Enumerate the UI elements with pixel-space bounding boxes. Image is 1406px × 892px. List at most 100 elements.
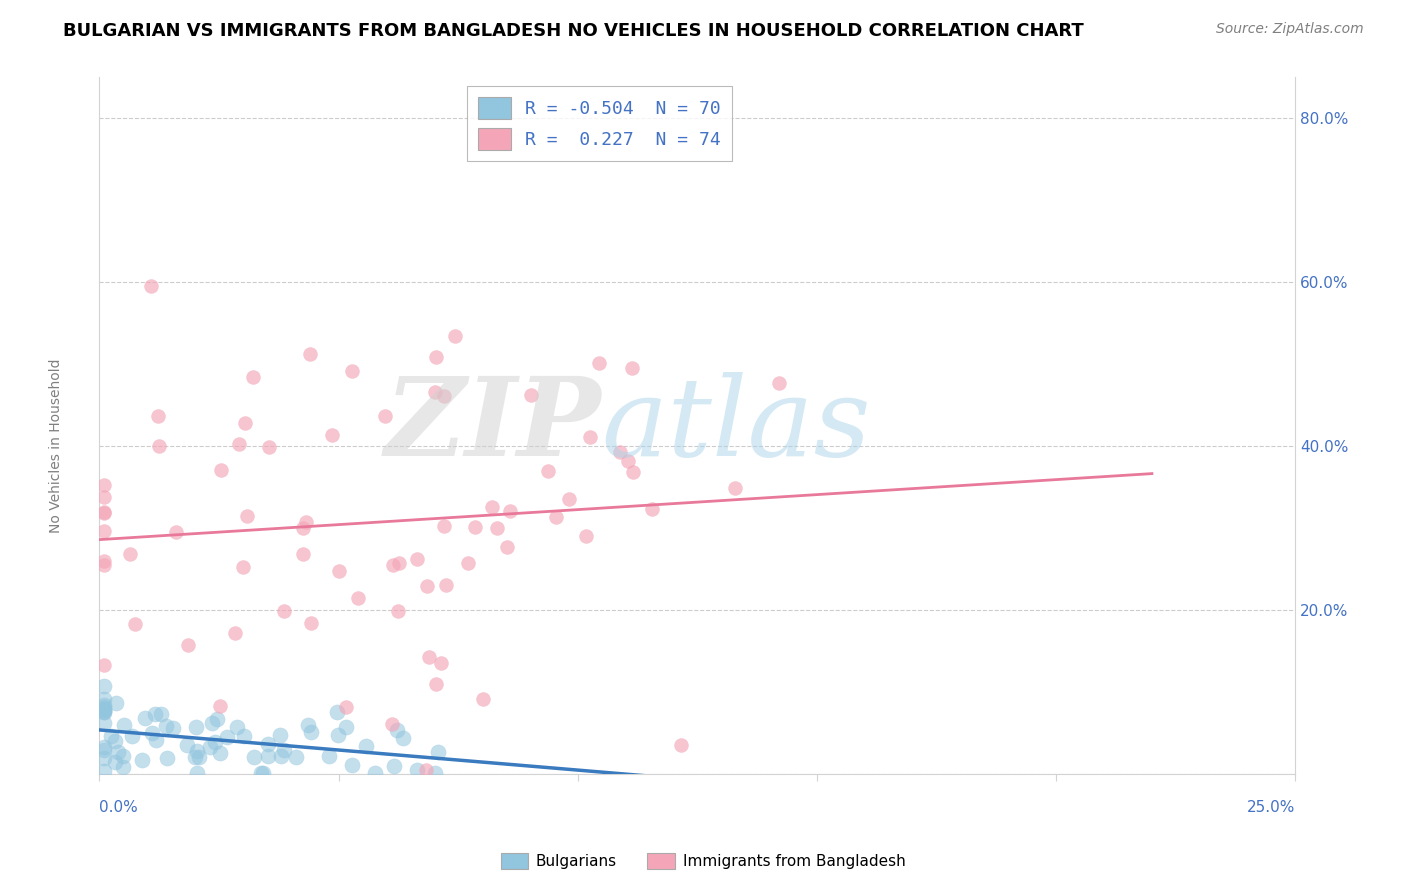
Point <box>381 717 404 731</box>
Point <box>429 656 451 670</box>
Point <box>433 389 456 403</box>
Point <box>93 558 115 572</box>
Point <box>93 703 115 717</box>
Point <box>416 579 439 593</box>
Point <box>340 364 363 378</box>
Point <box>143 706 166 721</box>
Point <box>298 347 321 361</box>
Point <box>546 509 568 524</box>
Point <box>93 702 115 716</box>
Point <box>434 578 457 592</box>
Point <box>177 638 200 652</box>
Point <box>112 748 135 763</box>
Point <box>297 718 319 732</box>
Point <box>486 521 509 535</box>
Point <box>243 750 266 764</box>
Point <box>124 616 146 631</box>
Point <box>156 751 179 765</box>
Point <box>273 604 295 618</box>
Point <box>93 743 115 757</box>
Point <box>724 481 747 495</box>
Point <box>457 556 479 570</box>
Point <box>335 720 357 734</box>
Point <box>186 766 208 780</box>
Point <box>155 719 177 733</box>
Point <box>326 705 349 719</box>
Point <box>112 760 135 774</box>
Point <box>131 753 153 767</box>
Point <box>233 416 256 430</box>
Point <box>162 721 184 735</box>
Point <box>321 427 343 442</box>
Point <box>187 750 209 764</box>
Point <box>621 361 644 376</box>
Point <box>224 626 246 640</box>
Point <box>292 521 315 535</box>
Legend: R = -0.504  N = 70, R =  0.227  N = 74: R = -0.504 N = 70, R = 0.227 N = 74 <box>467 87 731 161</box>
Point <box>176 738 198 752</box>
Point <box>141 278 163 293</box>
Point <box>328 565 350 579</box>
Point <box>228 437 250 451</box>
Point <box>621 466 644 480</box>
Point <box>226 720 249 734</box>
Point <box>335 700 357 714</box>
Point <box>387 604 409 618</box>
Point <box>425 677 447 691</box>
Point <box>93 698 115 712</box>
Point <box>209 698 232 713</box>
Text: 0.0%: 0.0% <box>100 800 138 815</box>
Point <box>186 720 208 734</box>
Point <box>93 705 115 719</box>
Point <box>93 716 115 731</box>
Point <box>93 706 115 720</box>
Point <box>363 766 385 780</box>
Point <box>93 657 115 672</box>
Point <box>418 650 440 665</box>
Point <box>256 737 278 751</box>
Point <box>347 591 370 605</box>
Point <box>93 490 115 504</box>
Point <box>299 615 322 630</box>
Point <box>93 477 115 491</box>
Point <box>121 729 143 743</box>
Point <box>93 739 115 754</box>
Point <box>326 728 349 742</box>
Point <box>575 529 598 543</box>
Point <box>385 723 408 737</box>
Point <box>209 463 232 477</box>
Point <box>93 505 115 519</box>
Point <box>374 409 396 423</box>
Point <box>273 743 295 757</box>
Point <box>354 739 377 754</box>
Point <box>93 764 115 779</box>
Point <box>464 520 486 534</box>
Point <box>579 430 602 444</box>
Point <box>93 554 115 568</box>
Point <box>285 750 308 764</box>
Point <box>768 376 790 391</box>
Point <box>233 730 256 744</box>
Point <box>250 766 273 780</box>
Point <box>93 700 115 714</box>
Point <box>433 519 456 533</box>
Point <box>200 739 222 754</box>
Point <box>299 724 322 739</box>
Point <box>201 716 224 731</box>
Point <box>392 731 415 745</box>
Point <box>269 728 291 742</box>
Point <box>425 351 447 365</box>
Point <box>415 764 437 778</box>
Point <box>406 764 429 778</box>
Point <box>671 738 693 752</box>
Point <box>134 711 156 725</box>
Point <box>406 552 429 566</box>
Text: Source: ZipAtlas.com: Source: ZipAtlas.com <box>1216 22 1364 37</box>
Point <box>103 734 125 748</box>
Text: ZIP: ZIP <box>385 372 602 479</box>
Point <box>443 329 465 343</box>
Point <box>208 746 231 760</box>
Point <box>100 729 122 743</box>
Text: No Vehicles in Household: No Vehicles in Household <box>49 359 63 533</box>
Point <box>242 370 264 384</box>
